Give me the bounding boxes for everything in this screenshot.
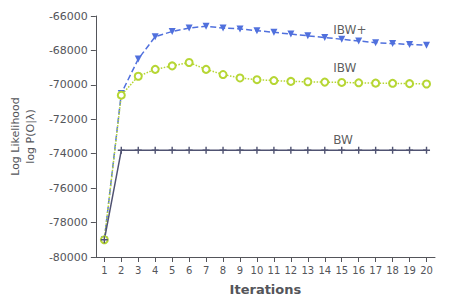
svg-text:IBW+: IBW+ [333,23,366,37]
svg-text:IBW: IBW [333,61,356,75]
svg-text:BW: BW [333,133,353,147]
svg-text:1: 1 [101,265,107,276]
svg-text:17: 17 [369,265,382,276]
svg-text:9: 9 [237,265,243,276]
svg-text:-78000: -78000 [49,216,88,229]
svg-text:2: 2 [118,265,124,276]
svg-text:-68000: -68000 [49,44,88,57]
svg-text:10: 10 [251,265,264,276]
svg-text:8: 8 [220,265,226,276]
svg-text:3: 3 [135,265,141,276]
svg-text:12: 12 [284,265,297,276]
svg-text:-70000: -70000 [49,78,88,91]
svg-text:16: 16 [352,265,365,276]
svg-text:Iterations: Iterations [230,282,302,297]
svg-text:20: 20 [420,265,433,276]
svg-text:5: 5 [169,265,175,276]
svg-text:Log Likelihood: Log Likelihood [9,97,22,176]
svg-text:18: 18 [386,265,399,276]
svg-text:log P(O|λ): log P(O|λ) [24,109,37,163]
svg-text:4: 4 [152,265,158,276]
svg-text:7: 7 [203,265,209,276]
svg-text:6: 6 [186,265,192,276]
svg-text:14: 14 [318,265,331,276]
svg-text:-72000: -72000 [49,113,88,126]
svg-text:-66000: -66000 [49,10,88,23]
svg-text:-80000: -80000 [49,251,88,264]
svg-text:15: 15 [335,265,348,276]
svg-text:19: 19 [403,265,416,276]
svg-text:11: 11 [268,265,281,276]
svg-text:-76000: -76000 [49,182,88,195]
svg-text:-74000: -74000 [49,147,88,160]
svg-text:13: 13 [301,265,314,276]
